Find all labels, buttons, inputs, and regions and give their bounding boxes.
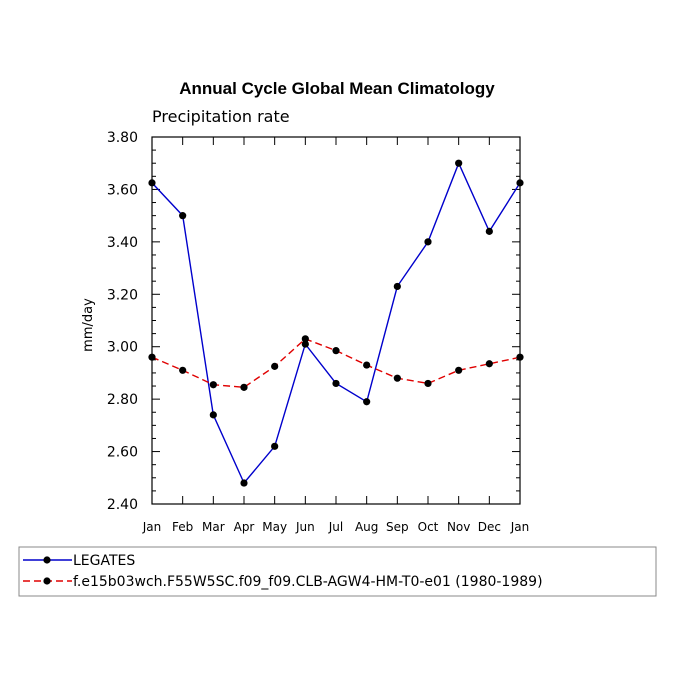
x-tick-label: Apr <box>234 520 255 534</box>
series-1-point <box>455 159 463 167</box>
legend-label-1: LEGATES <box>73 553 135 569</box>
x-tick-label: Jan <box>510 520 530 534</box>
series-1-point <box>485 227 493 235</box>
y-tick-label: 2.40 <box>107 497 138 513</box>
y-tick-label: 3.00 <box>107 340 138 356</box>
y-tick-label: 3.80 <box>107 130 138 146</box>
series-1-point <box>271 442 279 450</box>
x-tick-label: Aug <box>355 520 378 534</box>
legend-box <box>18 546 657 597</box>
legend: LEGATES f.e15b03wch.F55W5SC.f09_f09.CLB-A… <box>18 546 657 597</box>
x-tick-label: Mar <box>202 520 225 534</box>
y-tick-label: 3.40 <box>107 235 138 251</box>
series-2-point <box>393 374 401 382</box>
legend-label-2: f.e15b03wch.F55W5SC.f09_f09.CLB-AGW4-HM-… <box>73 574 543 590</box>
series-1-point <box>393 282 401 291</box>
x-tick-label: Jun <box>295 520 315 534</box>
y-tick-label: 3.60 <box>107 182 138 198</box>
y-tick-label: 2.80 <box>107 392 138 408</box>
legend-marker-1 <box>43 556 51 564</box>
x-tick-label: May <box>262 520 287 534</box>
x-tick-label: Dec <box>478 520 501 534</box>
series-2-point <box>363 361 371 369</box>
series-2-point <box>179 366 187 374</box>
series-2-point <box>209 381 217 389</box>
legend-marker-2 <box>43 577 51 585</box>
series-2-point <box>516 353 524 361</box>
x-tick-label: Jan <box>142 520 162 534</box>
series-2-point <box>424 379 432 388</box>
series-1-point <box>209 411 217 419</box>
series-line-1 <box>151 161 521 485</box>
chart-subtitle: Precipitation rate <box>152 107 290 126</box>
y-tick-label: 3.20 <box>107 287 138 303</box>
y-tick-label: 2.60 <box>107 445 138 461</box>
plot-frame <box>151 136 521 505</box>
series-2-point <box>485 360 493 368</box>
series-1-point <box>332 379 340 388</box>
y-axis-label: mm/day <box>81 298 96 352</box>
x-tick-label: Jul <box>328 520 343 534</box>
series-2-point <box>301 335 309 343</box>
series-1-point <box>179 212 187 220</box>
series-2-point <box>240 383 248 391</box>
series-1-point <box>363 398 371 406</box>
series-1-point <box>148 179 156 187</box>
x-tick-label: Oct <box>418 520 439 534</box>
x-tick-label: Sep <box>386 520 409 534</box>
series-1-point <box>424 238 432 246</box>
chart-title: Annual Cycle Global Mean Climatology <box>179 79 495 98</box>
x-tick-label: Nov <box>447 520 470 534</box>
x-tick-label: Feb <box>172 520 193 534</box>
series-1-point <box>301 340 309 348</box>
series-2-point <box>271 362 279 370</box>
axes: 2.40 2.60 2.80 3.00 3.20 3.40 3.60 3.80 Jan Feb Ma… <box>107 130 529 534</box>
series-1-point <box>516 179 524 187</box>
series-lines <box>148 159 524 487</box>
series-2-point <box>148 353 156 361</box>
series-2-point <box>332 347 340 355</box>
series-1-point <box>240 479 248 487</box>
series-2-point <box>455 366 463 374</box>
